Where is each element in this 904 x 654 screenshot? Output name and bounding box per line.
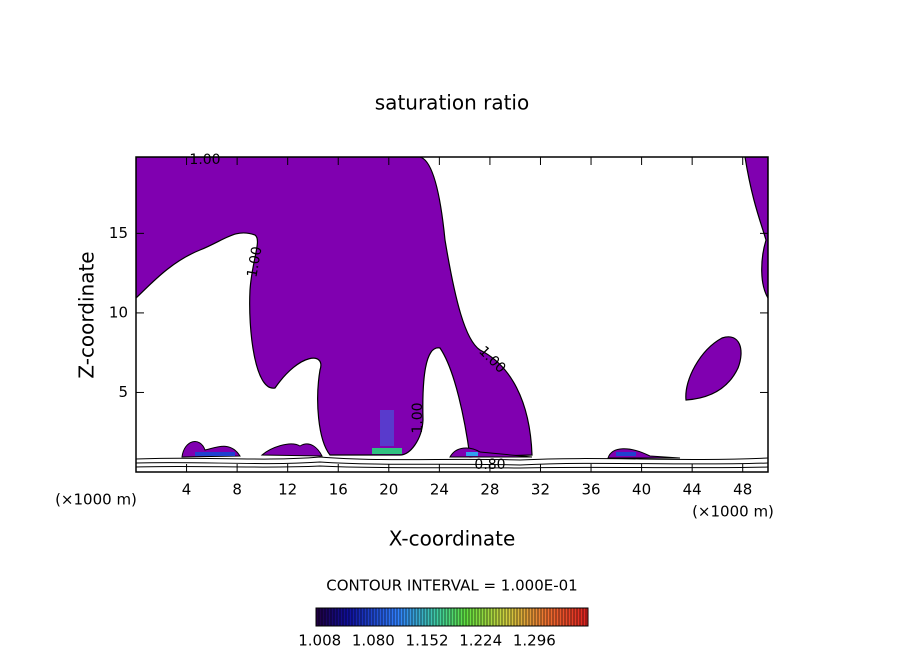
high-ratio-patch	[466, 452, 478, 456]
contour-label: 1.00	[244, 245, 265, 278]
x-tick-label: 24	[430, 481, 449, 499]
colorbar-tick-label: 1.296	[513, 632, 556, 650]
y-axis-label: Z-coordinate	[75, 251, 99, 378]
x-tick-label: 28	[480, 481, 499, 499]
x-tick-label: 20	[379, 481, 398, 499]
y-tick-label: 5	[118, 383, 128, 401]
high-ratio-patch	[616, 452, 636, 456]
saturated-region	[685, 336, 742, 401]
x-axis-label: X-coordinate	[389, 527, 516, 551]
colorbar-tick-label: 1.080	[352, 632, 395, 650]
colorbar-tick-label: 1.152	[406, 632, 449, 650]
x-tick-label: 32	[531, 481, 550, 499]
colorbar-stripes	[318, 608, 587, 626]
high-ratio-patch	[380, 410, 394, 446]
x-tick-label: 12	[278, 481, 297, 499]
contour-lines	[136, 456, 768, 469]
contour-label: 1.00	[410, 402, 426, 433]
colorbar-tick-label: 1.008	[298, 632, 341, 650]
x-tick-label: 16	[329, 481, 348, 499]
x-tick-label: 48	[733, 481, 752, 499]
contour-interval: CONTOUR INTERVAL = 1.000E-01	[326, 577, 577, 595]
x-unit-label: (×1000 m)	[692, 503, 774, 521]
high-ratio-patch	[372, 448, 402, 454]
x-tick-label: 44	[683, 481, 702, 499]
x-tick-label: 4	[182, 481, 192, 499]
y-unit-label: (×1000 m)	[55, 491, 137, 509]
saturated-region	[260, 443, 323, 457]
x-tick-label: 36	[581, 481, 600, 499]
y-tick-label: 15	[109, 224, 128, 242]
saturated-region	[136, 157, 533, 458]
chart-title: saturation ratio	[375, 91, 529, 115]
high-ratio-patch	[195, 452, 235, 456]
contour-label: 1.00	[189, 152, 220, 168]
x-tick-label: 8	[232, 481, 242, 499]
colorbar-tick-label: 1.224	[459, 632, 502, 650]
x-tick-label: 40	[632, 481, 651, 499]
plot-frame	[135, 156, 769, 473]
y-tick-label: 10	[109, 303, 128, 321]
contour-fields	[136, 157, 768, 469]
saturated-region	[744, 157, 768, 300]
